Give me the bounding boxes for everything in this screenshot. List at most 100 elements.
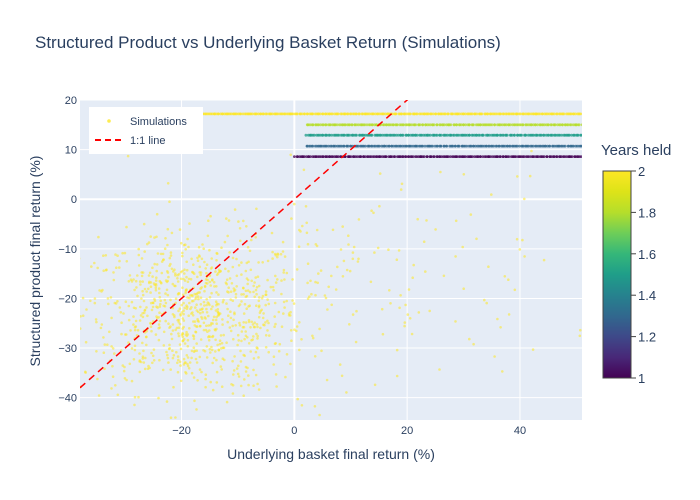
- data-point: [204, 377, 207, 381]
- band-point: [521, 144, 525, 148]
- data-point: [266, 329, 269, 332]
- data-point: [298, 348, 301, 352]
- data-point: [273, 325, 276, 329]
- data-point: [578, 334, 582, 338]
- data-point: [234, 296, 238, 299]
- data-point: [149, 321, 152, 325]
- data-point: [485, 301, 489, 305]
- data-point: [306, 262, 310, 266]
- data-point: [205, 303, 208, 307]
- data-point: [133, 395, 137, 399]
- band-point: [394, 112, 398, 116]
- data-point: [203, 304, 206, 307]
- data-point: [193, 292, 196, 296]
- data-point: [274, 322, 277, 326]
- data-point: [152, 282, 156, 285]
- gridlines: [80, 99, 582, 420]
- band-point: [457, 133, 461, 137]
- data-point: [182, 309, 185, 313]
- data-point: [183, 306, 186, 310]
- data-point: [220, 368, 223, 371]
- band-point: [435, 123, 439, 127]
- data-point: [229, 298, 232, 301]
- data-point: [194, 306, 197, 309]
- data-point: [65, 307, 68, 310]
- data-point: [208, 280, 212, 284]
- data-point: [317, 272, 320, 275]
- band-point: [427, 112, 430, 116]
- data-point: [205, 271, 208, 275]
- data-point: [305, 231, 309, 235]
- band-point: [580, 123, 582, 127]
- data-point: [227, 269, 230, 273]
- data-point: [228, 277, 232, 280]
- band-point: [217, 112, 220, 116]
- data-point: [207, 339, 211, 342]
- band-point: [499, 112, 503, 116]
- legend[interactable]: Simulations 1:1 line: [89, 107, 203, 154]
- data-point: [118, 306, 122, 309]
- data-point: [217, 293, 220, 296]
- data-point: [150, 329, 153, 333]
- data-point: [81, 296, 85, 300]
- data-point: [411, 276, 415, 280]
- data-point: [239, 239, 242, 243]
- data-point: [177, 321, 181, 324]
- data-point: [143, 367, 147, 371]
- band-point: [296, 155, 300, 159]
- data-point: [246, 282, 249, 286]
- data-point: [523, 197, 526, 201]
- data-point: [75, 333, 78, 336]
- data-point: [388, 289, 391, 292]
- data-point: [174, 284, 177, 288]
- data-point: [153, 262, 156, 266]
- band-point: [328, 133, 332, 137]
- data-point: [193, 349, 197, 353]
- data-point: [186, 356, 190, 359]
- band-point: [390, 155, 394, 159]
- data-point: [167, 361, 170, 364]
- data-point: [179, 314, 182, 317]
- data-point: [216, 308, 220, 311]
- data-point: [177, 332, 180, 335]
- band-point: [321, 133, 325, 137]
- data-point: [80, 315, 82, 318]
- band-point: [547, 123, 550, 127]
- band-point: [527, 144, 530, 148]
- data-point: [261, 261, 265, 264]
- data-point: [244, 321, 248, 324]
- data-point: [182, 325, 185, 329]
- data-point: [171, 349, 174, 353]
- data-point: [408, 317, 412, 320]
- data-point: [165, 288, 169, 292]
- data-point: [518, 248, 522, 251]
- data-point: [132, 315, 135, 318]
- data-point: [170, 332, 173, 336]
- band-point: [532, 133, 535, 137]
- band-point: [508, 123, 512, 127]
- data-point: [142, 299, 146, 303]
- data-point: [257, 261, 260, 264]
- band-point: [334, 144, 337, 148]
- band-point: [501, 155, 505, 159]
- data-point: [225, 217, 228, 220]
- data-point: [133, 348, 137, 352]
- band-point: [311, 144, 315, 148]
- band-point: [497, 144, 501, 148]
- data-point: [169, 251, 173, 254]
- data-point: [196, 259, 200, 263]
- data-point: [222, 346, 226, 350]
- data-point: [141, 315, 145, 319]
- data-point: [193, 399, 196, 403]
- data-point: [264, 321, 267, 324]
- data-point: [171, 329, 175, 332]
- data-point: [158, 311, 161, 315]
- data-point: [157, 338, 161, 342]
- data-point: [205, 324, 208, 328]
- data-point: [373, 251, 376, 254]
- data-point: [331, 228, 335, 232]
- data-point: [267, 321, 270, 325]
- data-point: [223, 240, 227, 244]
- data-point: [389, 451, 392, 454]
- data-point: [268, 334, 271, 337]
